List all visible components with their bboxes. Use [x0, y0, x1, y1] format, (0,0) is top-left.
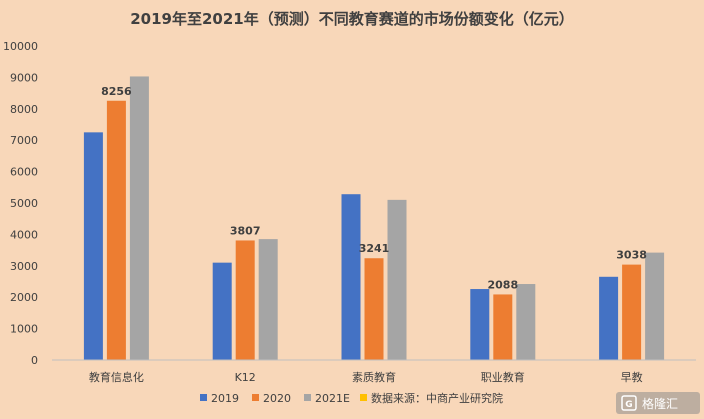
bar-2020-1 — [235, 240, 255, 360]
x-category-label: 早教 — [621, 371, 643, 384]
legend-swatch — [360, 394, 367, 401]
y-tick-label: 8000 — [10, 103, 38, 116]
bar-2019-3 — [470, 289, 490, 360]
y-axis: 0 1000 2000 3000 4000 5000 6000 7000 8000 9000 100… — [3, 40, 38, 367]
bar-2021e-1 — [258, 239, 278, 360]
watermark-logo-icon: G — [621, 395, 637, 411]
y-tick-label: 3000 — [10, 260, 38, 273]
y-tick-label: 7000 — [10, 134, 38, 147]
y-tick-label: 10000 — [3, 40, 38, 53]
legend-swatch — [200, 394, 207, 401]
x-category-label: 职业教育 — [481, 370, 525, 384]
bar-2021e-0 — [129, 76, 149, 360]
y-tick-label: 2000 — [10, 291, 38, 304]
y-tick-label: 0 — [31, 354, 38, 367]
bar-2020-0 — [106, 100, 126, 360]
y-tick-label: 5000 — [10, 197, 38, 210]
bar-2020-4 — [622, 264, 642, 360]
bar-2021e-3 — [516, 284, 536, 360]
legend-label: 数据来源：中商产业研究院 — [371, 391, 503, 405]
data-label: 8256 — [101, 85, 132, 98]
data-label: 3038 — [616, 249, 647, 262]
bars — [83, 76, 665, 360]
bar-2020-2 — [364, 258, 384, 360]
bar-2020-3 — [493, 294, 513, 360]
data-labels: 8256 3807 3241 2088 3038 — [101, 85, 647, 292]
bar-2019-1 — [212, 262, 232, 360]
bar-2019-4 — [599, 276, 619, 360]
legend-label: 2019 — [211, 392, 239, 405]
y-tick-label: 4000 — [10, 228, 38, 241]
y-tick-label: 6000 — [10, 166, 38, 179]
data-label: 3807 — [230, 224, 261, 237]
data-label: 2088 — [487, 278, 518, 291]
data-label: 3241 — [359, 242, 390, 255]
legend-swatch — [252, 394, 259, 401]
watermark-text: 格隆汇 — [642, 396, 678, 411]
x-category-label: K12 — [235, 371, 256, 384]
legend-label: 2020 — [263, 392, 291, 405]
chart-title: 2019年至2021年（预测）不同教育赛道的市场份额变化（亿元） — [130, 10, 574, 28]
watermark-badge — [616, 392, 700, 414]
legend-swatch — [304, 394, 311, 401]
bar-2021e-4 — [645, 252, 665, 360]
bar-2019-2 — [341, 194, 361, 360]
bar-2019-0 — [83, 132, 103, 360]
y-tick-label: 9000 — [10, 71, 38, 84]
x-category-label: 素质教育 — [352, 370, 396, 384]
svg-text:G: G — [625, 400, 632, 410]
y-tick-label: 1000 — [10, 323, 38, 336]
legend: 2019 2020 2021E 数据来源：中商产业研究院 — [200, 391, 503, 405]
watermark: G 格隆汇 — [616, 392, 700, 414]
x-axis: 教育信息化 K12 素质教育 职业教育 早教 — [52, 359, 696, 384]
bar-2021e-2 — [387, 199, 407, 360]
legend-label: 2021E — [315, 392, 350, 405]
x-category-label: 教育信息化 — [89, 370, 144, 384]
